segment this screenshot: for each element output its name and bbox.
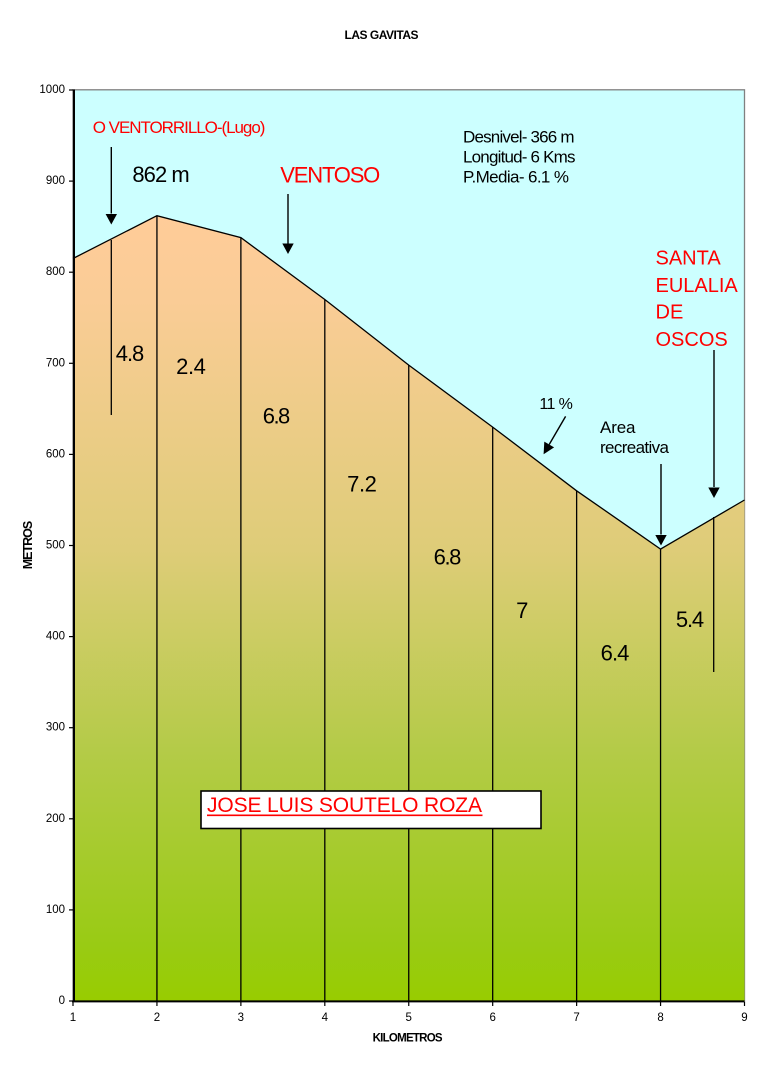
svg-text:KILOMETROS: KILOMETROS bbox=[373, 1033, 443, 1045]
svg-text:862 m: 862 m bbox=[132, 162, 189, 187]
svg-text:1: 1 bbox=[70, 1012, 76, 1024]
svg-text:O VENTORRILLO-(Lugo): O VENTORRILLO-(Lugo) bbox=[93, 118, 266, 137]
svg-text:Longitud- 6 Kms: Longitud- 6 Kms bbox=[463, 148, 576, 167]
svg-text:VENTOSO: VENTOSO bbox=[280, 163, 380, 188]
svg-text:JOSE LUIS SOUTELO ROZA: JOSE LUIS SOUTELO ROZA bbox=[207, 794, 482, 817]
svg-text:DE: DE bbox=[656, 302, 684, 324]
svg-text:700: 700 bbox=[46, 357, 65, 369]
svg-text:6.8: 6.8 bbox=[263, 404, 291, 429]
svg-text:0: 0 bbox=[59, 995, 65, 1007]
svg-text:P.Media- 6.1 %: P.Media- 6.1 % bbox=[463, 168, 569, 187]
svg-text:7.2: 7.2 bbox=[347, 472, 377, 497]
svg-text:11 %: 11 % bbox=[539, 396, 573, 413]
svg-text:METROS: METROS bbox=[21, 521, 35, 570]
svg-text:SANTA: SANTA bbox=[656, 248, 722, 270]
svg-text:6: 6 bbox=[489, 1012, 495, 1024]
svg-text:6.8: 6.8 bbox=[434, 545, 462, 570]
svg-text:Area: Area bbox=[600, 418, 636, 437]
svg-text:5: 5 bbox=[406, 1012, 412, 1024]
svg-text:3: 3 bbox=[238, 1012, 244, 1024]
svg-text:7: 7 bbox=[573, 1012, 579, 1024]
svg-text:EULALIA: EULALIA bbox=[656, 275, 739, 297]
svg-text:9: 9 bbox=[741, 1012, 747, 1024]
svg-text:2: 2 bbox=[154, 1012, 160, 1024]
svg-text:7: 7 bbox=[516, 598, 528, 623]
svg-text:recreativa: recreativa bbox=[600, 438, 670, 457]
svg-text:300: 300 bbox=[46, 722, 65, 734]
svg-text:LAS GAVITAS: LAS GAVITAS bbox=[345, 28, 419, 42]
svg-text:5.4: 5.4 bbox=[676, 607, 704, 632]
svg-text:800: 800 bbox=[46, 266, 65, 278]
svg-text:Desnivel- 366 m: Desnivel- 366 m bbox=[463, 128, 575, 147]
svg-text:400: 400 bbox=[46, 631, 65, 643]
svg-text:100: 100 bbox=[46, 904, 65, 916]
svg-text:2.4: 2.4 bbox=[176, 354, 206, 379]
svg-text:8: 8 bbox=[657, 1012, 663, 1024]
svg-text:600: 600 bbox=[46, 448, 65, 460]
svg-text:4.8: 4.8 bbox=[116, 341, 145, 366]
svg-text:900: 900 bbox=[46, 175, 65, 187]
svg-text:6.4: 6.4 bbox=[601, 641, 630, 666]
svg-text:OSCOS: OSCOS bbox=[656, 329, 728, 351]
svg-text:1000: 1000 bbox=[39, 84, 65, 96]
svg-text:500: 500 bbox=[46, 540, 65, 552]
svg-text:4: 4 bbox=[322, 1012, 329, 1024]
svg-text:200: 200 bbox=[46, 813, 65, 825]
